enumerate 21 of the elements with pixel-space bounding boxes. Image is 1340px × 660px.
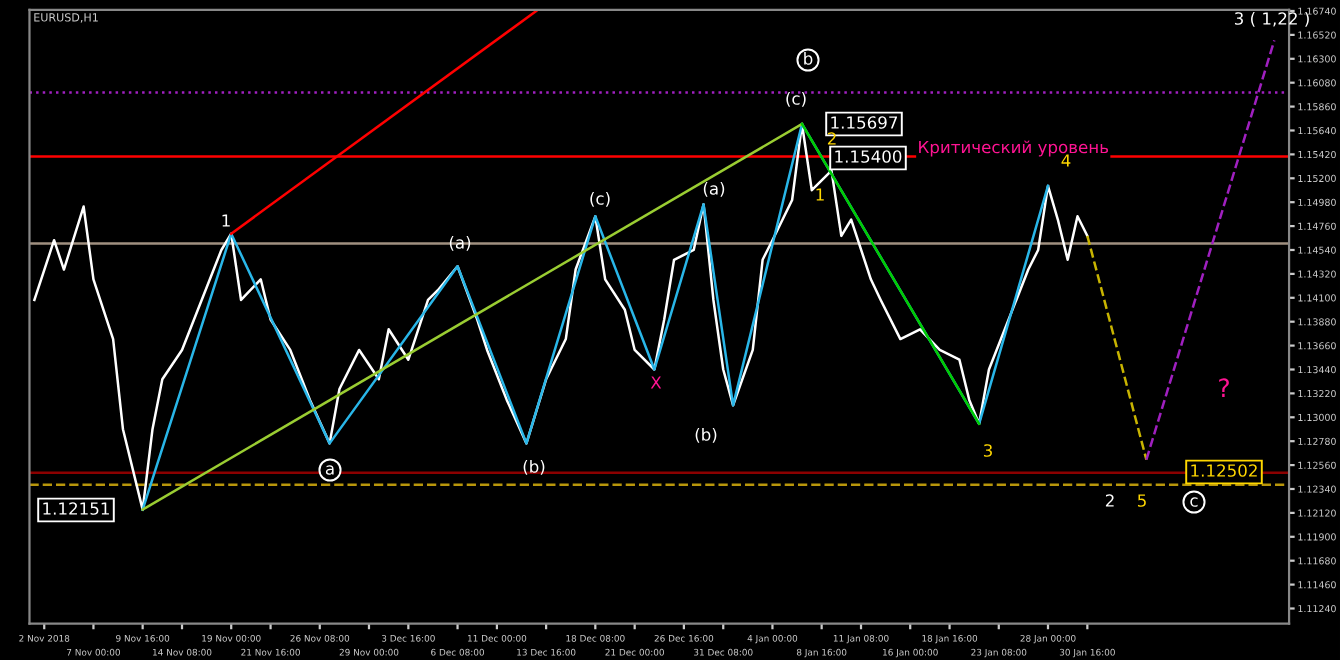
annotation: X bbox=[650, 376, 662, 389]
annotation: ? bbox=[1219, 378, 1229, 397]
annotation: (c) bbox=[590, 191, 610, 207]
annotation: 1 bbox=[222, 214, 230, 227]
annotation: (a) bbox=[703, 181, 725, 197]
annotation: (b) bbox=[523, 459, 545, 475]
ref-line-label: Критический уровень bbox=[919, 140, 1109, 157]
annotation: b bbox=[804, 51, 813, 65]
annotation: 1.12151 bbox=[43, 502, 109, 515]
annotation: 5 bbox=[1137, 494, 1146, 507]
annotation: a bbox=[325, 465, 334, 475]
annotation: c bbox=[1190, 497, 1198, 507]
annotation: 1.15400 bbox=[835, 150, 902, 163]
annotation: 1.15697 bbox=[831, 116, 898, 129]
annotation: 1 bbox=[816, 188, 824, 201]
annotation: 4 bbox=[1061, 154, 1071, 167]
annotation: 2 bbox=[1105, 494, 1114, 507]
annotation: 3 bbox=[983, 444, 992, 457]
annotation: 1.12502 bbox=[1191, 464, 1257, 477]
annotation: (b) bbox=[695, 427, 717, 443]
annotation: (c) bbox=[786, 91, 806, 107]
